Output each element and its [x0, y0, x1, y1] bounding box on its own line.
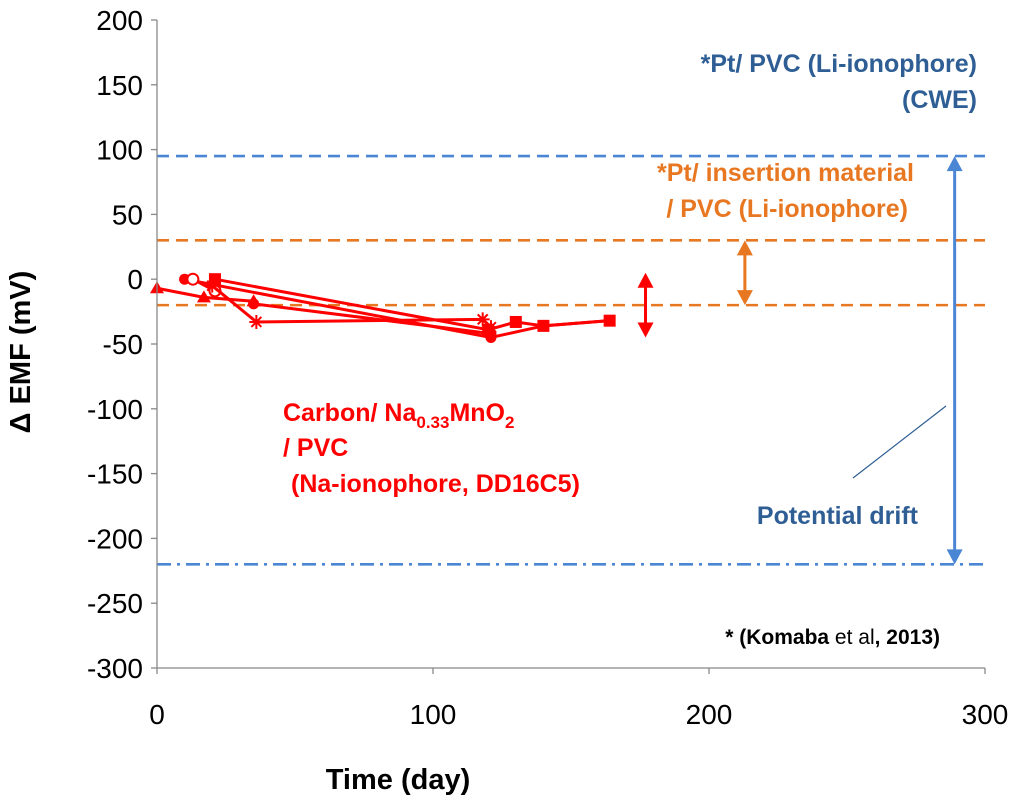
- cwe-label-line2: (CWE): [902, 86, 977, 114]
- arrow-head-up: [637, 272, 654, 288]
- y-tick-label: -200: [87, 523, 143, 554]
- red-arrow: [637, 272, 654, 338]
- drift-pointer-line: [852, 405, 947, 479]
- data-point-open-circle: [186, 272, 200, 286]
- carbon-label-line3: (Na-ionophore, DD16C5): [291, 470, 580, 498]
- arrow-head-up: [736, 240, 753, 256]
- x-tick-label: 300: [962, 699, 1009, 730]
- y-tick-label: 50: [112, 199, 143, 230]
- y-tick-label: 200: [96, 5, 143, 36]
- arrow-head-down: [637, 322, 654, 338]
- citation-star: * (: [725, 626, 746, 649]
- x-tick-label: 100: [410, 699, 457, 730]
- y-tick-label: 0: [127, 264, 143, 295]
- data-point-circle: [248, 298, 260, 310]
- data-series: [150, 272, 616, 344]
- data-point-square: [509, 315, 522, 328]
- data-point-square: [603, 314, 616, 327]
- insertion-label-line2: / PVC (Li-ionophore): [666, 195, 908, 223]
- carbon-sub1: 0.33: [416, 413, 449, 432]
- insertion-label-line1: *Pt/ insertion material: [657, 159, 914, 187]
- carbon-label-line2: / PVC: [283, 434, 348, 462]
- arrow-head-down: [946, 549, 963, 565]
- range-arrows: [637, 156, 963, 565]
- arrow-head-up: [946, 156, 963, 172]
- data-point-square: [208, 273, 221, 286]
- carbon-label-line1: Carbon/ Na0.33MnO2: [283, 399, 514, 432]
- y-tick-label: -250: [87, 588, 143, 619]
- data-point-asterisk: [475, 312, 490, 327]
- arrow-head-down: [736, 290, 753, 306]
- carbon-prefix: Carbon/ Na: [283, 399, 417, 427]
- x-axis-title: Time (day): [326, 764, 471, 796]
- y-axis-title: Δ EMF (mV): [5, 271, 37, 434]
- x-tick-label: 200: [686, 699, 733, 730]
- series-filled-circle-2: [248, 298, 497, 340]
- carbon-sub2: 2: [505, 413, 514, 432]
- orange-arrow: [736, 240, 753, 306]
- y-tick-label: -100: [87, 394, 143, 425]
- data-point-asterisk: [205, 278, 220, 293]
- citation-year: , 2013): [875, 626, 940, 649]
- data-point-square: [537, 319, 550, 332]
- y-tick-label: -300: [87, 653, 143, 684]
- y-tick-label: 150: [96, 70, 143, 101]
- x-tick-label: 0: [149, 699, 165, 730]
- data-point-circle: [485, 328, 497, 340]
- citation-etal: et al: [829, 626, 875, 649]
- series-line: [253, 302, 492, 336]
- blue-arrow: [946, 156, 963, 565]
- reference-lines: [157, 154, 985, 566]
- carbon-mid: MnO: [449, 399, 505, 427]
- drift-label: Potential drift: [757, 502, 919, 530]
- data-point-triangle: [196, 290, 211, 303]
- citation: * (Komaba et al, 2013): [725, 626, 940, 649]
- y-tick-label: 100: [96, 135, 143, 166]
- y-tick-label: -50: [103, 329, 143, 360]
- y-tick-label: -150: [87, 459, 143, 490]
- citation-author: Komaba: [746, 626, 829, 649]
- cwe-label-line1: *Pt/ PVC (Li-ionophore): [701, 50, 977, 78]
- data-point-asterisk: [249, 314, 264, 329]
